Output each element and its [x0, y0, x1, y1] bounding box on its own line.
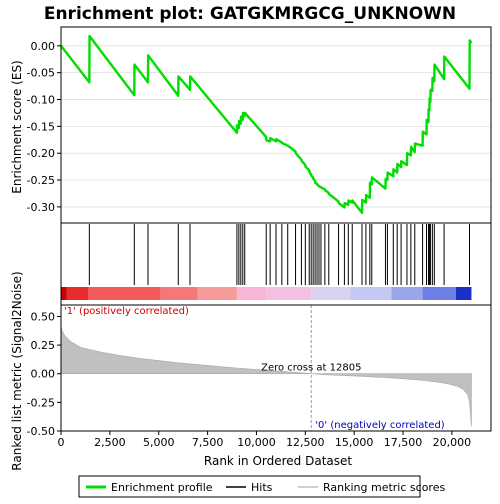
ranking-metric-area — [60, 325, 472, 427]
metric-y-tick-label: 0.25 — [31, 339, 56, 352]
heatmap-segment — [160, 287, 198, 300]
es-y-tick-label: 0.00 — [31, 40, 56, 53]
metric-panel: 0.50 0.25 0.00 -0.25 -0.50 Zero cross at 1280… — [27, 304, 492, 438]
es-y-tick-label: -0.10 — [27, 93, 55, 106]
heatmap-segment — [61, 287, 67, 300]
legend-label: Enrichment profile — [111, 481, 213, 494]
metric-y-tick-label: -0.25 — [27, 396, 55, 409]
heatmap-segment — [266, 287, 312, 300]
heatmap-segment — [391, 287, 423, 300]
heatmap-segment — [455, 287, 472, 300]
es-y-tick-label: -0.05 — [27, 67, 55, 80]
x-axis: 0 2,500 5,000 7,500 10,000 12,500 15,000 17,500… — [58, 431, 472, 449]
x-tick-label: 20,000 — [433, 436, 472, 449]
heatmap-segment — [197, 287, 237, 300]
negative-correlation-label: '0' (negatively correlated) — [315, 420, 444, 431]
heatmap-segment — [350, 287, 392, 300]
x-tick-label: 17,500 — [384, 436, 423, 449]
metric-frame — [60, 304, 492, 432]
legend: Enrichment profile Hits Ranking metric sco… — [78, 475, 445, 498]
metric-y-tick-label: -0.50 — [27, 425, 55, 438]
x-tick-label: 2,500 — [94, 436, 126, 449]
positive-correlation-label: '1' (positively correlated) — [64, 306, 189, 317]
x-tick-label: 10,000 — [237, 436, 276, 449]
legend-label: Hits — [251, 481, 273, 494]
heatmap-segment — [66, 287, 89, 300]
es-y-tick-label: -0.25 — [27, 174, 55, 187]
es-plot-area — [61, 27, 491, 223]
metric-y-tick-label: 0.00 — [31, 368, 56, 381]
hits-panel — [60, 222, 492, 306]
es-axis-label: Enrichment score (ES) — [10, 60, 24, 193]
heatmap-segment — [88, 287, 161, 300]
es-y-tick-label: -0.15 — [27, 120, 55, 133]
heatmap-segment — [422, 287, 456, 300]
zero-cross-label: Zero cross at 12805 — [261, 363, 361, 374]
metric-axis-label: Ranked list metric (Signal2Noise) — [10, 271, 24, 470]
heatmap-segment — [311, 287, 351, 300]
x-tick-label: 15,000 — [335, 436, 374, 449]
legend-label: Ranking metric scores — [323, 481, 445, 494]
x-axis-label: Rank in Ordered Dataset — [204, 454, 352, 468]
heatmap-segment — [236, 287, 267, 300]
x-tick-label: 12,500 — [286, 436, 325, 449]
x-tick-label: 7,500 — [192, 436, 224, 449]
es-y-tick-label: -0.20 — [27, 147, 55, 160]
enrichment-profile-line — [60, 34, 473, 214]
chart-title: Enrichment plot: GATGKMRGCG_UNKNOWN — [44, 4, 456, 24]
es-y-tick-label: -0.30 — [27, 201, 55, 214]
x-tick-label: 0 — [58, 436, 65, 449]
es-panel: 0.00 -0.05 -0.10 -0.15 -0.20 -0.25 -0.30 — [27, 26, 492, 224]
metric-y-tick-label: 0.50 — [31, 310, 56, 323]
x-tick-label: 5,000 — [143, 436, 175, 449]
legend-box — [78, 475, 421, 498]
